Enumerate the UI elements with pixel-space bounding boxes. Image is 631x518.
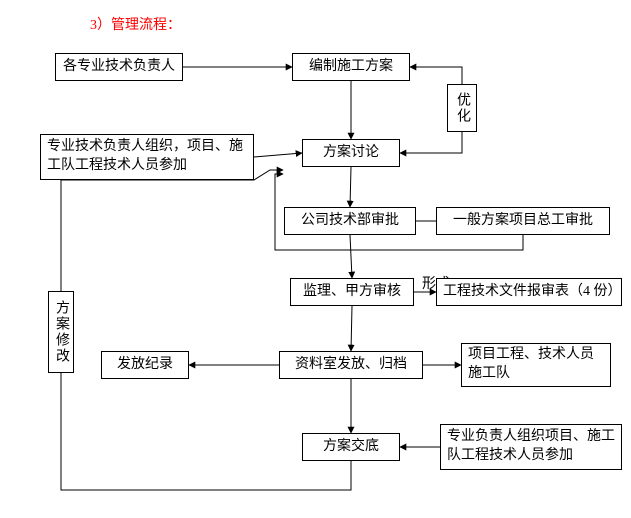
node-label: 专业负责人组织项目、施工队工程技术人员参加 <box>447 428 615 466</box>
node-label: 各专业技术负责人 <box>63 58 175 77</box>
node-briefing-organizers: 专业负责人组织项目、施工队工程技术人员参加 <box>440 424 622 470</box>
node-label: 工程技术文件报审表（4 份） <box>443 283 615 302</box>
node-general-plan-review: 一般方案项目总工审批 <box>436 207 610 235</box>
node-label: 资料室发放、归档 <box>295 356 407 375</box>
node-label: 方案交底 <box>323 438 379 457</box>
node-label: 优化 <box>452 92 472 124</box>
node-label: 编制施工方案 <box>309 58 393 77</box>
node-label: 一般方案项目总工审批 <box>453 212 593 231</box>
node-label: 专业技术负责人组织，项目、施工队工程技术人员参加 <box>47 138 247 176</box>
diagram-title: 3）管理流程： <box>90 14 181 34</box>
node-label: 公司技术部审批 <box>301 212 399 231</box>
node-optimize: 优化 <box>447 84 477 132</box>
node-label: 监理、甲方审核 <box>303 283 401 302</box>
node-compile-plan: 编制施工方案 <box>292 53 410 81</box>
node-plan-discussion: 方案讨论 <box>302 139 400 167</box>
node-label: 项目工程、技术人员施工队 <box>468 346 604 384</box>
node-company-tech-review: 公司技术部审批 <box>284 207 416 235</box>
node-label: 方案讨论 <box>323 144 379 163</box>
node-plan-briefing: 方案交底 <box>302 433 400 461</box>
node-supervisor-owner-review: 监理、甲方审核 <box>290 278 414 306</box>
node-archive: 资料室发放、归档 <box>279 351 423 379</box>
node-plan-modify: 方案修改 <box>48 291 74 373</box>
node-specialist-leaders: 各专业技术负责人 <box>55 53 183 81</box>
node-discussion-organizers: 专业技术负责人组织，项目、施工队工程技术人员参加 <box>40 134 254 180</box>
node-issue-log: 发放纪录 <box>101 351 189 379</box>
node-label: 发放纪录 <box>117 356 173 375</box>
node-project-personnel: 项目工程、技术人员施工队 <box>461 343 611 387</box>
flowchart-canvas: 3）管理流程： 各专业技术负责人 编制施工方案 优化 专业技术负责人组织，项目、… <box>0 0 631 518</box>
node-form-report: 工程技术文件报审表（4 份） <box>436 278 622 306</box>
node-label: 方案修改 <box>51 300 71 364</box>
